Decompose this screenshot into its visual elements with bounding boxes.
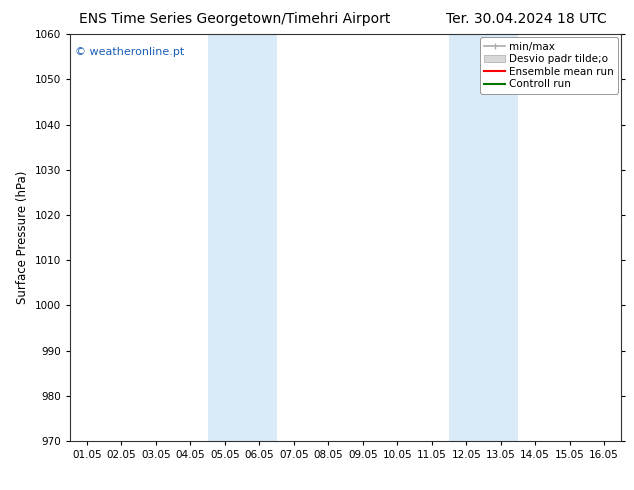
Text: Ter. 30.04.2024 18 UTC: Ter. 30.04.2024 18 UTC <box>446 12 607 26</box>
Legend: min/max, Desvio padr tilde;o, Ensemble mean run, Controll run: min/max, Desvio padr tilde;o, Ensemble m… <box>480 37 618 94</box>
Bar <box>449 34 518 441</box>
Y-axis label: Surface Pressure (hPa): Surface Pressure (hPa) <box>16 171 29 304</box>
Text: ENS Time Series Georgetown/Timehri Airport: ENS Time Series Georgetown/Timehri Airpo… <box>79 12 391 26</box>
Bar <box>207 34 276 441</box>
Text: © weatheronline.pt: © weatheronline.pt <box>75 47 184 56</box>
